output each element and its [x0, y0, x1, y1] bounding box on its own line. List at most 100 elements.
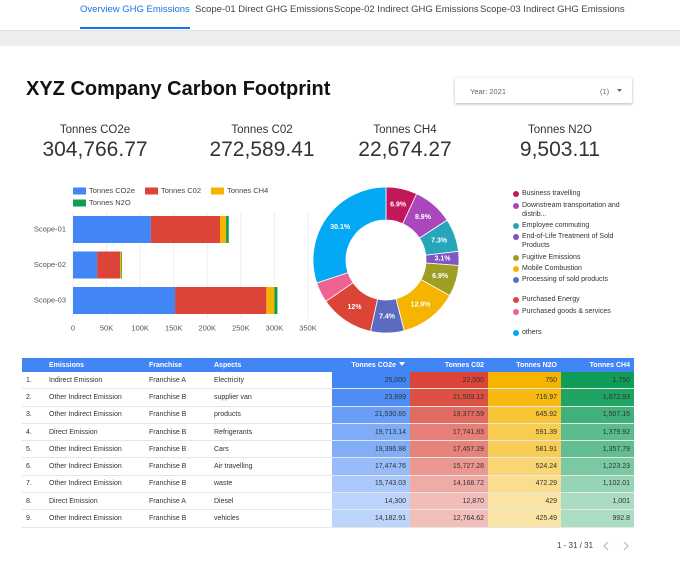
table-cell: 22,500	[410, 372, 488, 390]
column-header: Tonnes CO2e	[332, 358, 410, 372]
kpi-label: Tonnes N2O	[528, 124, 592, 136]
table-cell: Franchise B	[145, 440, 210, 459]
legend-item: Business travelling	[513, 190, 622, 199]
nav-tab[interactable]: Scope-02 Indirect GHG Emissions	[334, 4, 479, 15]
column-header: Franchise	[145, 358, 210, 372]
nav-tab[interactable]: Overview GHG Emissions	[80, 4, 190, 15]
table-cell: Diesel	[210, 492, 332, 511]
y-tick-label: Scope-02	[34, 260, 66, 269]
table-cell: 9.	[22, 509, 45, 528]
legend-dot	[513, 203, 519, 209]
table-row: 5. Other Indirect Emission Franchise B Cars…	[22, 440, 634, 459]
table-cell: Franchise A	[145, 372, 210, 390]
legend-swatch	[73, 199, 86, 207]
table-cell: Other Indirect Emission	[45, 475, 145, 494]
filter-count: (1)	[600, 87, 610, 96]
column-header: Tonnes CH4	[561, 358, 634, 372]
legend-label: others	[522, 329, 542, 336]
bar-segment	[266, 287, 275, 314]
x-tick-label: 350K	[299, 323, 317, 332]
legend-dot	[513, 191, 519, 197]
table-cell: Franchise B	[145, 457, 210, 476]
legend-item: Fugitive Emissions	[513, 254, 622, 263]
table-cell: 5.	[22, 440, 45, 459]
table-cell: Indirect Emission	[45, 372, 145, 390]
sort-arrow-shape	[399, 361, 405, 366]
donut-slice	[312, 186, 387, 284]
slice-label: 6.9%	[390, 202, 407, 209]
kpi-value: 304,766.77	[42, 138, 148, 161]
legend-dot	[513, 330, 519, 336]
legend-item: Purchased goods & services	[513, 308, 622, 317]
year-filter[interactable]: Year: 2021 (1)	[455, 78, 632, 103]
table-cell: 14,168.72	[410, 475, 488, 494]
table-cell: 992.8	[561, 509, 634, 528]
table-cell: 716.97	[488, 388, 561, 407]
legend-item: Processing of sold products	[513, 276, 622, 285]
table-header: Emissions Franchise Aspects Tonnes CO2e Tonn…	[22, 358, 634, 372]
table-cell: 429	[488, 492, 561, 511]
table-cell: 19,713.14	[332, 423, 410, 442]
pager-arrows[interactable]	[600, 540, 634, 552]
legend-item: End-of-Life Treatment of Sold Products	[513, 233, 622, 250]
table-cell: Franchise A	[145, 492, 210, 511]
table-cell: 12,870	[410, 492, 488, 511]
table-cell: 8.	[22, 492, 45, 511]
table-cell: Franchise B	[145, 423, 210, 442]
legend-label: Purchased goods & services	[522, 308, 611, 315]
column-header: Tonnes N2O	[488, 358, 561, 372]
slice-label: 7.4%	[379, 313, 396, 320]
table-cell: Air travelling	[210, 457, 332, 476]
table-cell: Franchise B	[145, 388, 210, 407]
legend-label: Tonnes N2O	[89, 198, 131, 207]
table-cell: Other Indirect Emission	[45, 406, 145, 424]
page-title: XYZ Company Carbon Footprint	[26, 78, 331, 100]
table-cell: 524.24	[488, 457, 561, 476]
table-cell: 1,672.93	[561, 388, 634, 407]
legend-label: Processing of sold products	[522, 276, 608, 283]
table-cell: 425.49	[488, 509, 561, 528]
table-cell: Other Indirect Emission	[45, 457, 145, 476]
legend-label: Purchased Energy	[522, 296, 580, 303]
bar-segment	[73, 287, 176, 314]
table-cell: 21,509.12	[410, 388, 488, 407]
table-cell: 14,182.91	[332, 509, 410, 528]
table-cell: Franchise B	[145, 509, 210, 528]
column-header: Aspects	[210, 358, 332, 372]
bar-segment	[121, 251, 123, 279]
table-cell: Electricity	[210, 372, 332, 390]
nav-tab[interactable]: Scope-03 Indirect GHG Emissions	[480, 4, 625, 15]
bar-segment	[73, 251, 98, 279]
table-cell: products	[210, 406, 332, 424]
table-row: 1. Indirect Emission Franchise A Electricit…	[22, 372, 634, 390]
charts: Tonnes CO2e Tonnes C02 Tonnes CH4 Tonnes N2…	[34, 186, 460, 334]
table-cell: 1,357.79	[561, 440, 634, 459]
nav-tab[interactable]: Scope-01 Direct GHG Emissions	[195, 4, 334, 15]
slice-label: 7.3%	[431, 238, 448, 245]
table-cell: 591.39	[488, 423, 561, 442]
table-cell: Other Indirect Emission	[45, 388, 145, 407]
legend-dot	[513, 297, 519, 303]
table-cell: 1,507.15	[561, 406, 634, 424]
legend-label: Mobile Combustion	[522, 265, 582, 272]
slice-label: 12.9%	[411, 302, 432, 309]
bar-segment	[175, 287, 267, 314]
table-cell: 7.	[22, 475, 45, 494]
legend-label: Tonnes CO2e	[89, 186, 135, 195]
table-row: 6. Other Indirect Emission Franchise B Air …	[22, 457, 634, 476]
column-header: Tonnes C02	[410, 358, 488, 372]
bar-segment	[150, 216, 221, 243]
dropdown-arrow	[617, 89, 622, 92]
table-cell: 472.29	[488, 475, 561, 494]
table-cell: 17,474.76	[332, 457, 410, 476]
legend-dot	[513, 234, 519, 240]
slice-label: 3.1%	[435, 256, 452, 263]
x-tick-label: 300K	[266, 323, 284, 332]
table-cell: 1.	[22, 372, 45, 390]
table-cell: Direct Emission	[45, 423, 145, 442]
table-cell: Other Indirect Emission	[45, 440, 145, 459]
table-cell: 4.	[22, 423, 45, 442]
